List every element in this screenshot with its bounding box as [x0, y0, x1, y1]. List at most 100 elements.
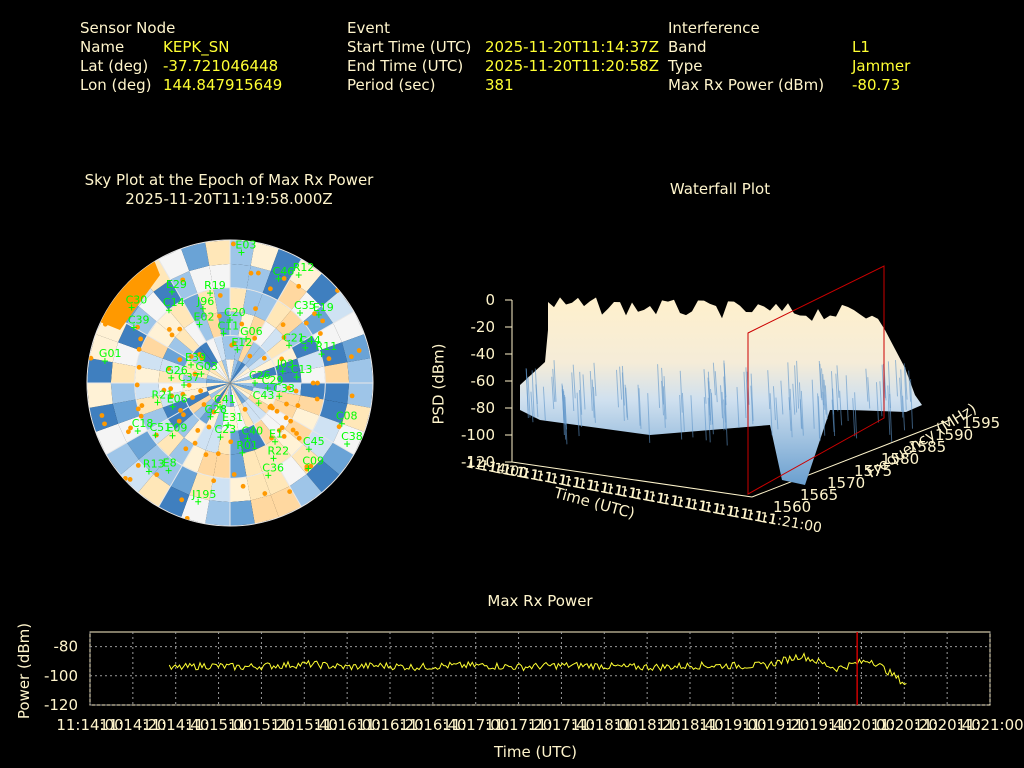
skyplot-cell — [197, 450, 218, 477]
skyplot-cell — [230, 287, 247, 313]
skyplot-track-marker — [134, 382, 140, 388]
sensor-name-label: Name — [80, 38, 125, 56]
waterfall-z-tick: -120 — [461, 453, 495, 471]
skyplot-cell — [168, 437, 195, 466]
skyplot-track-marker — [296, 435, 302, 441]
skyplot-cell — [230, 362, 246, 383]
max-power-xtick: 11:18:40 — [656, 716, 723, 734]
skyplot-cell — [252, 387, 277, 400]
skyplot-cell — [253, 383, 278, 392]
skyplot-cell — [245, 346, 267, 368]
event-end-label: End Time (UTC) — [347, 57, 464, 75]
skyplot-cell — [242, 450, 263, 477]
skyplot-cell — [230, 359, 239, 383]
skyplot-cell — [321, 442, 354, 475]
waterfall-xlabel: Time (UTC) — [552, 483, 637, 523]
max-power-xtick: 11:16:20 — [356, 716, 423, 734]
skyplot-satellite-label: R01 — [236, 439, 258, 452]
skyplot-track-marker — [231, 472, 237, 477]
skyplot-cell — [217, 429, 230, 455]
waterfall-freq-tick: 1560 — [773, 498, 811, 516]
max-power-ytick: -120 — [44, 696, 78, 714]
skyplot-track-marker — [135, 406, 141, 412]
skyplot-cell — [250, 391, 275, 407]
skyplot-spoke — [158, 258, 207, 342]
sensor-section-title: Sensor Node — [80, 19, 176, 37]
max-power-xtick: 11:19:40 — [785, 716, 852, 734]
skyplot-cell — [153, 456, 183, 487]
waterfall-streak — [579, 371, 583, 415]
waterfall-streak — [681, 392, 685, 432]
skyplot-cell — [218, 360, 230, 383]
skyplot-satellite-marker — [154, 399, 161, 406]
skyplot-cell — [250, 494, 279, 524]
skyplot-cell — [289, 259, 322, 292]
skyplot-cell — [277, 279, 307, 310]
waterfall-streak — [527, 376, 531, 418]
waterfall-z-tick: -20 — [471, 318, 496, 336]
waterfall-streak — [789, 388, 793, 438]
skyplot-cell — [234, 336, 247, 361]
max-power-xtick: 11:19:00 — [699, 716, 766, 734]
skyplot-cell — [170, 465, 198, 495]
waterfall-streak — [534, 368, 538, 404]
skyplot-satellite-marker — [134, 428, 141, 435]
skyplot-satellite-marker — [165, 307, 172, 314]
skyplot-cell — [118, 415, 148, 443]
skyplot-cell — [262, 465, 290, 495]
skyplot-track-marker — [281, 334, 287, 340]
skyplot-cell — [230, 383, 242, 406]
skyplot-cell — [230, 263, 251, 290]
skyplot-cell — [253, 374, 278, 383]
skyplot-track-marker — [166, 327, 172, 332]
skyplot-cell — [156, 428, 185, 457]
skyplot-track-marker — [252, 335, 258, 341]
waterfall-streak — [535, 384, 539, 418]
waterfall-streak — [723, 376, 727, 423]
waterfall-streak — [887, 385, 891, 435]
skyplot-cell — [175, 328, 200, 353]
skyplot-cell — [168, 337, 194, 360]
waterfall-streak — [817, 393, 821, 439]
skyplot-cell — [189, 472, 214, 501]
waterfall-streak — [578, 390, 582, 428]
max-power-ytick: -80 — [54, 638, 79, 656]
skyplot-cell — [321, 291, 354, 324]
skyplot-cell — [158, 370, 184, 383]
skyplot-cell — [159, 358, 186, 375]
skyplot-track-marker — [178, 408, 183, 413]
skyplot-cell — [246, 265, 271, 294]
skyplot-cell — [221, 406, 230, 431]
skyplot-satellite-marker — [239, 449, 246, 456]
skyplot-cell — [230, 378, 254, 383]
waterfall-streak — [794, 365, 798, 413]
skyplot-cell — [185, 391, 210, 407]
skyplot-cell — [252, 366, 277, 379]
waterfall-streak — [910, 379, 914, 429]
skyplot-cell — [87, 383, 113, 408]
skyplot-track-marker — [240, 483, 246, 489]
skyplot-cell — [193, 346, 215, 368]
skyplot-cell — [182, 383, 207, 392]
skyplot-track-marker — [99, 413, 105, 418]
waterfall-streak — [867, 377, 871, 409]
interference-power-value: -80.73 — [852, 76, 901, 94]
skyplot-track-marker — [211, 409, 217, 415]
max-power-ticks: -80-100-12011:14:0011:14:2011:14:4011:15… — [44, 638, 1024, 734]
skyplot-satellites: C26 E09 E03 E1 G01 C21 J195 E02 C08 E06 C46 C40 C39 J… — [99, 238, 363, 505]
interference-type-label: Type — [668, 57, 703, 75]
max-power-xtick: 11:18:20 — [613, 716, 680, 734]
skyplot-cell — [181, 494, 210, 524]
skyplot-cell — [138, 259, 171, 292]
skyplot-satellite-label: G03 — [195, 360, 218, 373]
skyplot-track-marker — [287, 489, 293, 495]
skyplot-cell — [209, 263, 230, 290]
event-section-title: Event — [347, 19, 390, 37]
waterfall-streak — [531, 370, 535, 418]
skyplot-satellite-label: E06 — [167, 393, 188, 406]
skyplot-cell — [110, 383, 137, 404]
waterfall-streak — [817, 396, 821, 441]
skyplot-grid — [86, 239, 374, 527]
event-period-value: 381 — [485, 76, 514, 94]
skyplot-satellite-label: C37 — [178, 371, 200, 384]
